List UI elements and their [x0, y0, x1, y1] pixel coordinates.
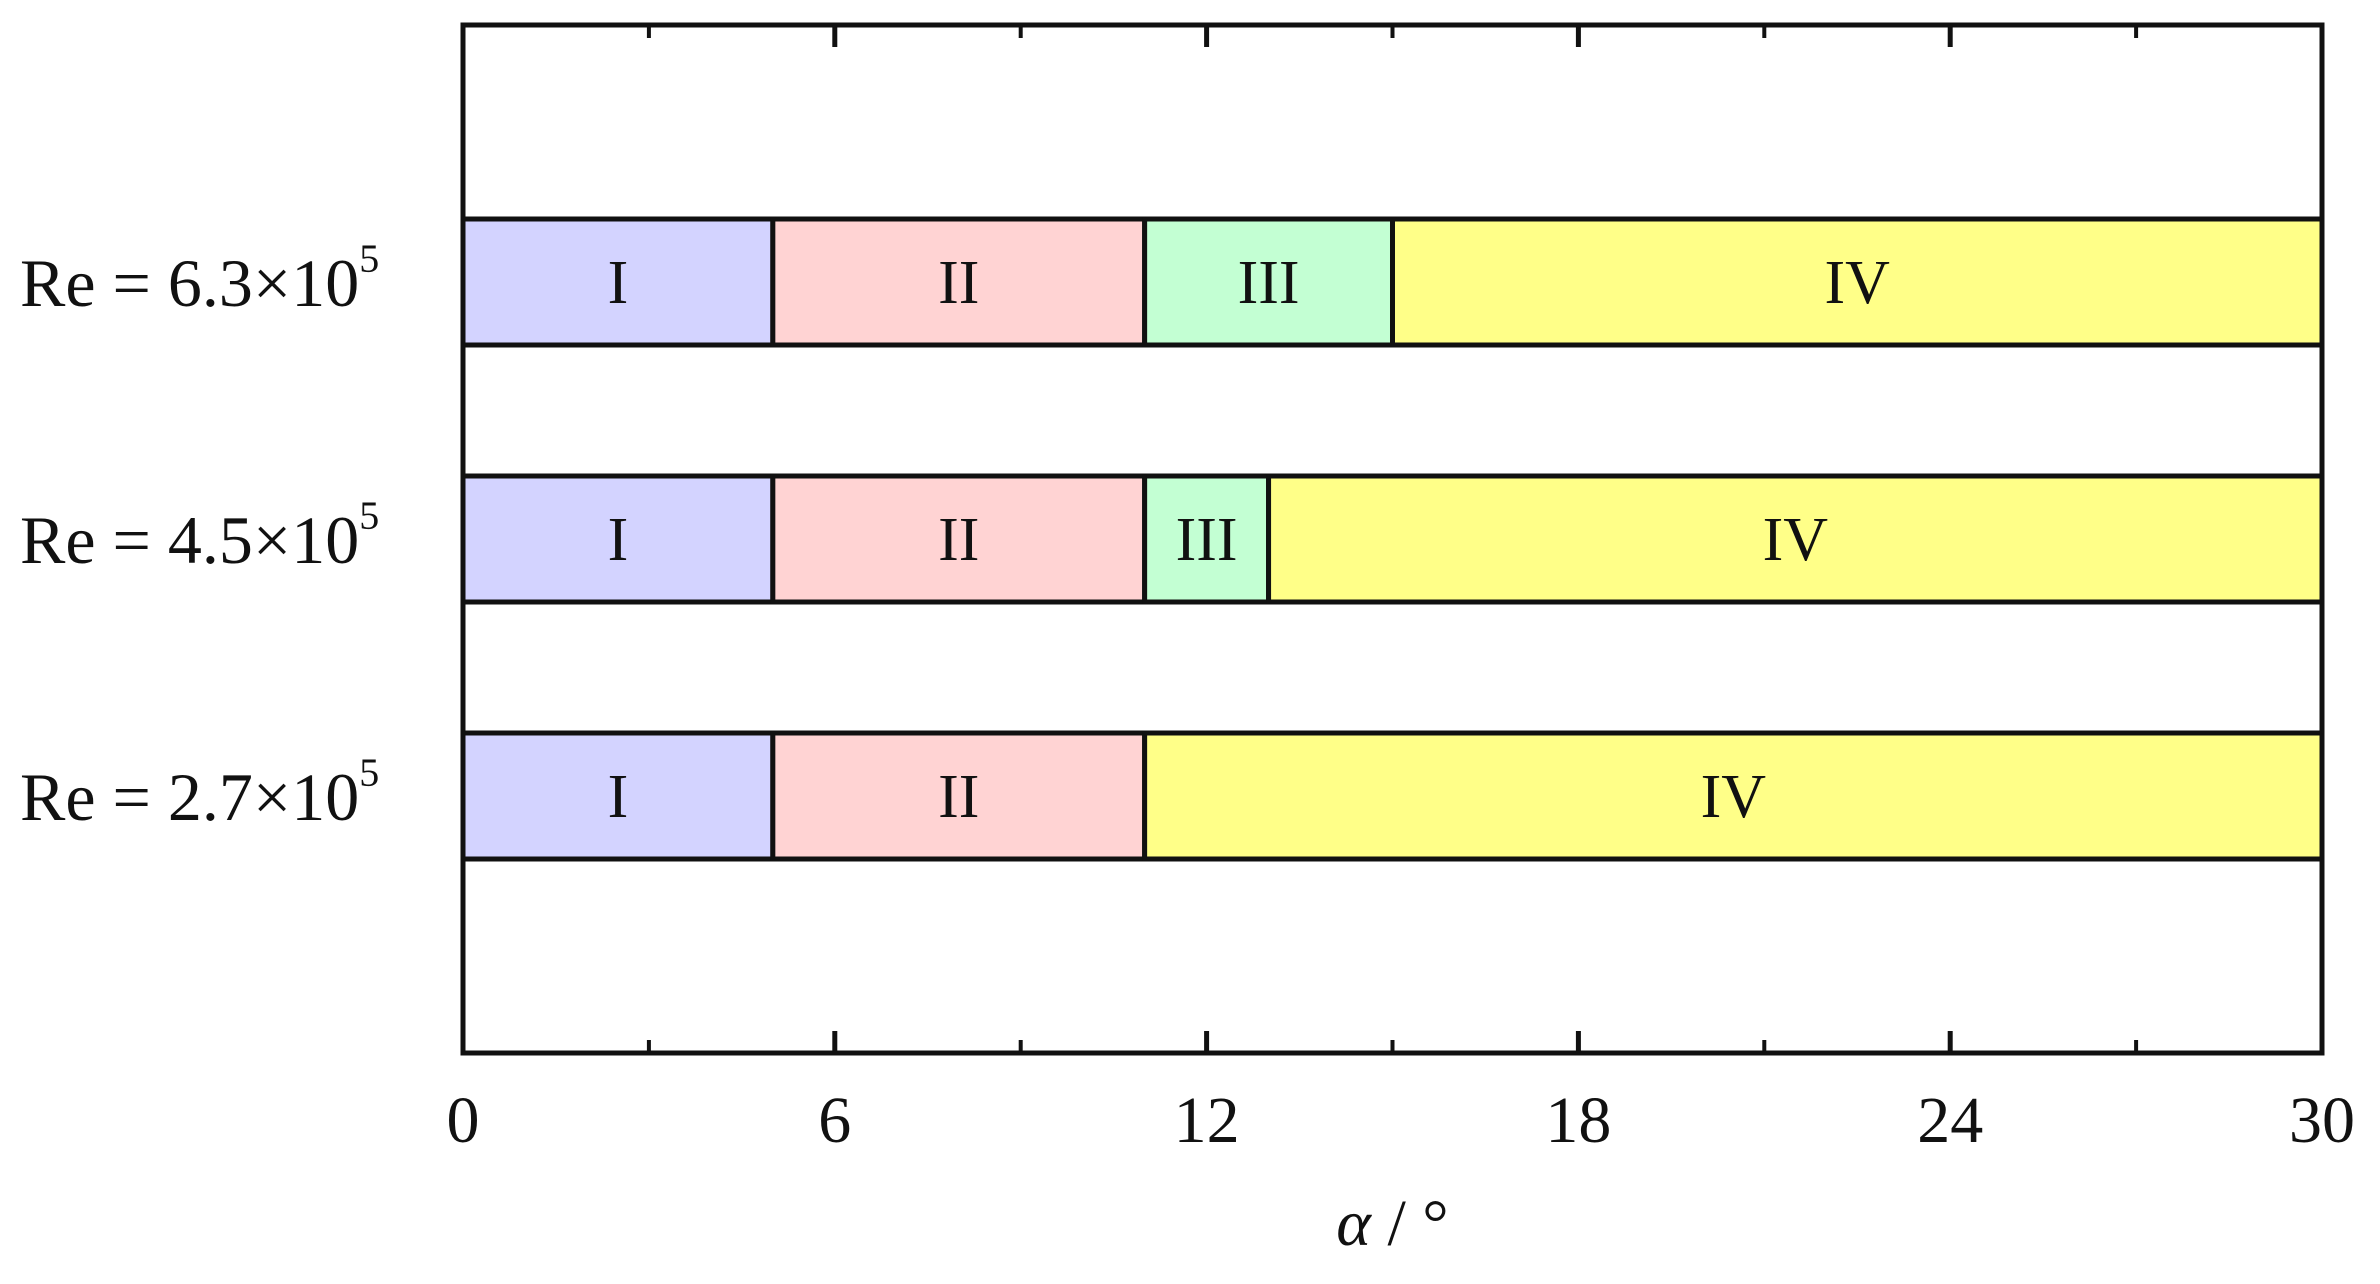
bar-segment-iii-row-2 — [1142, 473, 1272, 605]
segment-label-iii-row-1: III — [1238, 249, 1300, 317]
x-tick-label: 18 — [1545, 1084, 1611, 1157]
segment-label-ii-row-1: II — [938, 249, 979, 317]
segment-label-i-row-1: I — [608, 249, 629, 317]
row-label: Re = 2.7×105 — [20, 750, 379, 835]
x-tick-label: 0 — [447, 1084, 480, 1157]
x-tick-label: 12 — [1174, 1084, 1240, 1157]
row-label: Re = 4.5×105 — [20, 493, 379, 578]
bar-segment-iv-row-2 — [1266, 473, 2325, 605]
x-tick-label: 24 — [1917, 1084, 1983, 1157]
bars-layer — [460, 216, 2325, 862]
bar-segment-ii-row-1 — [770, 216, 1148, 348]
axes-layer — [460, 22, 2325, 1056]
bar-segment-ii-row-2 — [770, 473, 1148, 605]
segment-label-ii-row-2: II — [938, 506, 979, 574]
bar-segment-iii-row-1 — [1142, 216, 1395, 348]
row-label: Re = 6.3×105 — [20, 236, 379, 321]
x-tick-label: 6 — [818, 1084, 851, 1157]
segment-label-iv-row-3: IV — [1701, 763, 1767, 831]
segment-label-iv-row-1: IV — [1825, 249, 1891, 317]
segment-label-i-row-3: I — [608, 763, 629, 831]
segment-label-iii-row-2: III — [1176, 506, 1238, 574]
x-axis-title: α / ° — [1336, 1187, 1448, 1260]
bar-segment-ii-row-3 — [770, 730, 1148, 862]
segment-label-ii-row-3: II — [938, 763, 979, 831]
segment-label-iv-row-2: IV — [1763, 506, 1829, 574]
segment-label-i-row-2: I — [608, 506, 629, 574]
x-tick-label: 30 — [2289, 1084, 2355, 1157]
bar-segment-i-row-2 — [460, 473, 776, 605]
